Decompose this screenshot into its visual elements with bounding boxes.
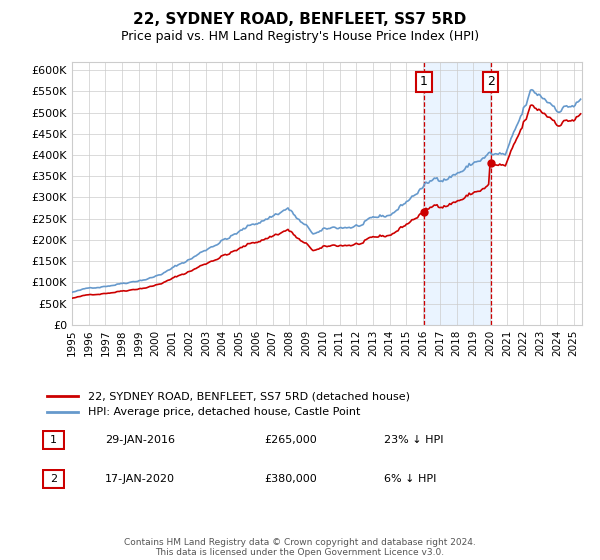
- Text: 23% ↓ HPI: 23% ↓ HPI: [384, 435, 443, 445]
- Text: 2: 2: [50, 474, 57, 484]
- Text: £265,000: £265,000: [264, 435, 317, 445]
- Text: 1: 1: [50, 435, 57, 445]
- Text: 6% ↓ HPI: 6% ↓ HPI: [384, 474, 436, 484]
- Text: 2: 2: [487, 76, 494, 88]
- Text: 1: 1: [420, 76, 428, 88]
- Text: 17-JAN-2020: 17-JAN-2020: [105, 474, 175, 484]
- Text: 22, SYDNEY ROAD, BENFLEET, SS7 5RD (detached house): 22, SYDNEY ROAD, BENFLEET, SS7 5RD (deta…: [88, 391, 410, 401]
- Text: 22, SYDNEY ROAD, BENFLEET, SS7 5RD: 22, SYDNEY ROAD, BENFLEET, SS7 5RD: [133, 12, 467, 27]
- Text: 29-JAN-2016: 29-JAN-2016: [105, 435, 175, 445]
- Bar: [424, 62, 491, 325]
- Text: Price paid vs. HM Land Registry's House Price Index (HPI): Price paid vs. HM Land Registry's House …: [121, 30, 479, 43]
- Text: Contains HM Land Registry data © Crown copyright and database right 2024.
This d: Contains HM Land Registry data © Crown c…: [124, 538, 476, 557]
- Text: £380,000: £380,000: [264, 474, 317, 484]
- Text: HPI: Average price, detached house, Castle Point: HPI: Average price, detached house, Cast…: [88, 407, 361, 417]
